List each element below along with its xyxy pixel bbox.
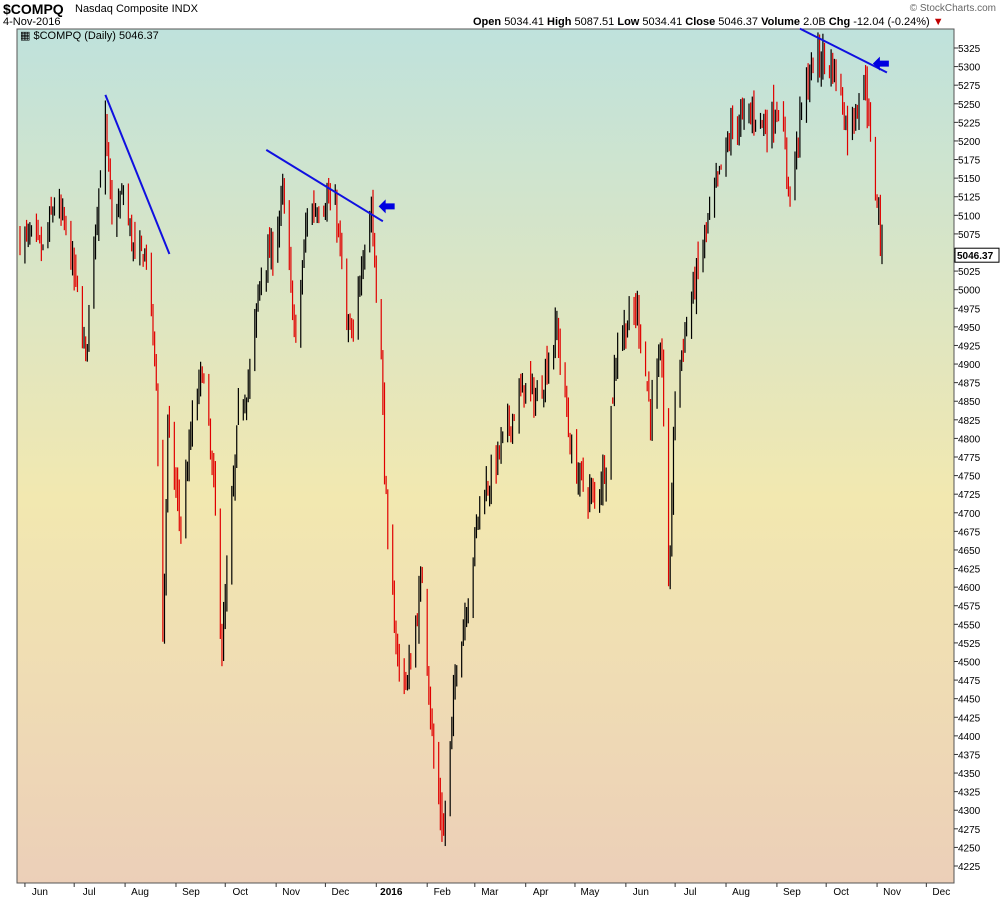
- x-tick-label: Apr: [533, 887, 549, 898]
- y-tick-label: 5150: [958, 174, 981, 185]
- close-value: 5046.37: [718, 16, 759, 28]
- y-tick-label: 5300: [958, 63, 981, 74]
- x-tick-label: May: [581, 887, 600, 898]
- trendline: [799, 27, 888, 74]
- y-tick-label: 4650: [958, 546, 981, 557]
- arrow-icon: [378, 199, 395, 214]
- low-label: Low: [617, 16, 640, 28]
- y-tick-label: 4950: [958, 323, 981, 334]
- close-label: Close: [685, 16, 716, 28]
- y-tick-label: 4975: [958, 304, 981, 315]
- legend-text: $COMPQ (Daily) 5046.37: [33, 30, 159, 42]
- y-tick-label: 4625: [958, 565, 981, 576]
- y-tick-label: 4825: [958, 416, 981, 427]
- y-tick-label: 5325: [958, 44, 981, 55]
- y-tick-label: 4400: [958, 732, 981, 743]
- y-tick-label: 4500: [958, 658, 981, 669]
- x-tick-label: Dec: [331, 887, 349, 898]
- y-tick-label: 4425: [958, 713, 981, 724]
- open-value: 5034.41: [504, 16, 544, 28]
- plot-area: [16, 28, 955, 884]
- x-tick-label: Jun: [633, 887, 649, 898]
- high-label: High: [547, 16, 572, 28]
- x-tick-label: 2016: [380, 887, 403, 898]
- y-tick-label: 4575: [958, 602, 981, 613]
- x-tick-label: Aug: [131, 887, 149, 898]
- y-tick-label: 4925: [958, 341, 981, 352]
- x-tick-label: Nov: [883, 887, 901, 898]
- x-tick-label: Sep: [783, 887, 801, 898]
- y-tick-label: 4775: [958, 453, 981, 464]
- trendline: [104, 94, 171, 255]
- y-tick-label: 5225: [958, 118, 981, 129]
- volume-label: Volume: [761, 16, 801, 28]
- y-tick-label: 4725: [958, 490, 981, 501]
- last-price-box: [954, 247, 1000, 263]
- symbol-title: $COMPQ: [3, 1, 64, 17]
- exchange-label: INDX: [171, 3, 198, 15]
- x-tick-label: Jun: [32, 887, 48, 898]
- y-tick-label: 4225: [958, 862, 981, 873]
- y-tick-label: 4750: [958, 472, 981, 483]
- y-tick-label: 5100: [958, 211, 981, 222]
- x-tick-label: Sep: [182, 887, 200, 898]
- x-tick-label: Mar: [481, 887, 499, 898]
- y-tick-label: 4475: [958, 676, 981, 687]
- y-tick-label: 4675: [958, 527, 981, 538]
- company-label: Nasdaq Composite: [75, 3, 169, 15]
- y-tick-label: 5200: [958, 137, 981, 148]
- low-value: 5034.41: [642, 16, 683, 28]
- y-tick-label: 4450: [958, 695, 981, 706]
- trendline: [265, 149, 384, 223]
- y-tick-label: 4900: [958, 360, 981, 371]
- chart-date: 4-Nov-2016: [3, 16, 61, 28]
- legend-icon: ▦: [20, 30, 31, 42]
- y-tick-label: 4300: [958, 806, 981, 817]
- y-tick-label: 5000: [958, 286, 981, 297]
- y-tick-label: 5175: [958, 156, 981, 167]
- chg-label: Chg: [828, 16, 851, 28]
- y-tick-label: 4275: [958, 825, 981, 836]
- y-tick-label: 4700: [958, 509, 981, 520]
- y-tick-label: 4875: [958, 379, 981, 390]
- x-tick-label: Oct: [833, 887, 849, 898]
- x-tick-label: Nov: [282, 887, 300, 898]
- y-tick-label: 4800: [958, 434, 981, 445]
- x-tick-label: Dec: [932, 887, 950, 898]
- arrow-icon: [872, 56, 889, 71]
- y-tick-label: 5075: [958, 230, 981, 241]
- y-tick-label: 4325: [958, 788, 981, 799]
- x-tick-label: Jul: [83, 887, 96, 898]
- x-tick-label: Aug: [732, 887, 750, 898]
- chg-down-icon: ▼: [932, 16, 944, 28]
- y-tick-label: 4350: [958, 769, 981, 780]
- x-tick-label: Jul: [684, 887, 697, 898]
- y-tick-label: 5125: [958, 193, 981, 204]
- y-tick-label: 4850: [958, 397, 981, 408]
- last-price-label: 5046.37: [957, 251, 994, 262]
- copyright-notice: © StockCharts.com: [909, 3, 996, 14]
- x-tick-label: Feb: [434, 887, 452, 898]
- high-value: 5087.51: [574, 16, 615, 28]
- chart-legend: ▦ $COMPQ (Daily) 5046.37: [20, 29, 159, 42]
- open-label: Open: [473, 16, 502, 28]
- y-tick-label: 4525: [958, 639, 981, 650]
- x-tick-label: Oct: [232, 887, 248, 898]
- y-tick-label: 5275: [958, 81, 981, 92]
- y-tick-label: 4600: [958, 583, 981, 594]
- ohlc-summary: Open 5034.41 High 5087.51 Low 5034.41 Cl…: [473, 16, 944, 28]
- y-tick-label: 4375: [958, 750, 981, 761]
- y-tick-label: 5250: [958, 100, 981, 111]
- company-name: Nasdaq Composite INDX: [75, 3, 198, 15]
- volume-value: 2.0B: [803, 16, 826, 28]
- chg-value: -12.04 (-0.24%): [853, 16, 930, 28]
- y-tick-label: 4250: [958, 843, 981, 854]
- y-tick-label: 5025: [958, 267, 981, 278]
- y-tick-label: 4550: [958, 620, 981, 631]
